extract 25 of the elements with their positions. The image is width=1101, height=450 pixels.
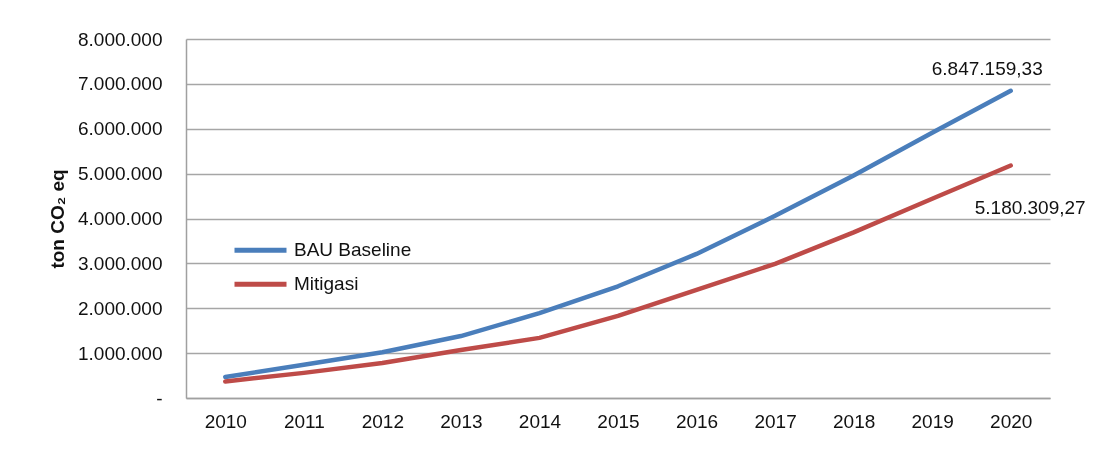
y-tick-label: 2.000.000 [77,297,163,319]
x-tick-label: 2016 [675,410,719,432]
y-tick-label: 6.000.000 [77,118,163,140]
y-tick-label: 3.000.000 [77,252,163,274]
y-tick-label: 5.000.000 [77,163,163,185]
data-label: 6.847.159,33 [931,57,1043,79]
x-tick-label: 2010 [204,410,247,432]
x-tick-label: 2018 [833,410,876,432]
x-tick-label: 2017 [754,410,797,432]
x-tick-label: 2020 [990,410,1033,432]
y-tick-label: 8.000.000 [77,28,163,50]
y-tick-label: 1.000.000 [77,342,163,364]
x-tick-label: 2015 [597,410,640,432]
x-tick-label: 2013 [440,410,483,432]
y-tick-label: 7.000.000 [77,73,163,95]
y-axis-title: ton CO₂ eq [46,169,68,269]
y-tick-label: 4.000.000 [77,208,163,229]
x-tick-label: 2012 [361,410,404,432]
legend-label: Mitigasi [294,273,359,295]
data-label: 5.180.309,27 [974,196,1086,218]
y-tick-label: - [156,387,163,409]
x-tick-label: 2011 [283,410,325,432]
x-tick-label: 2014 [518,410,562,432]
x-tick-label: 2019 [911,410,954,432]
legend-label: BAU Baseline [294,239,412,261]
